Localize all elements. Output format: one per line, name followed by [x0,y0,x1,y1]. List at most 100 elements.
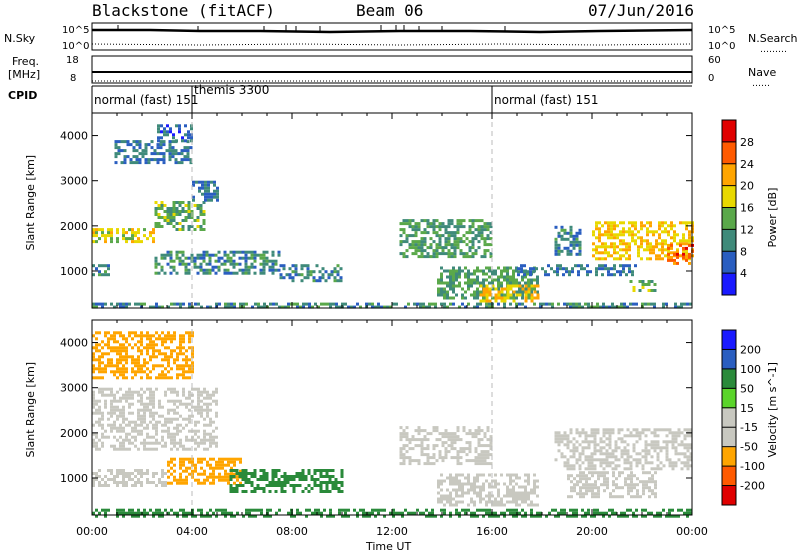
heatmap-cell [432,231,436,235]
heatmap-cell [623,461,627,465]
heatmap-cell [570,486,573,490]
heatmap-cell [583,267,586,271]
heatmap-cell [197,441,200,445]
heatmap-cell [200,399,203,403]
heatmap-cell [438,453,442,457]
heatmap-cell [686,446,690,450]
heatmap-cell [122,376,125,380]
heatmap-cell [101,387,104,391]
heatmap-cell [182,508,185,512]
heatmap-cell [593,458,597,462]
heatmap-cell [518,485,521,489]
heatmap-cell [652,248,655,252]
heatmap-cell [176,390,179,394]
heatmap-cell [131,514,134,518]
heatmap-cell [408,438,412,442]
heatmap-cell [471,255,475,259]
heatmap-cell [190,253,194,257]
heatmap-cell [176,481,179,485]
heatmap-cell [250,256,254,260]
heatmap-cell [482,290,486,294]
heatmap-cell [380,508,383,512]
heatmap-cell [235,262,239,266]
heatmap-cell [635,428,639,432]
heatmap-cell [661,248,664,252]
heatmap-cell [491,479,494,483]
heatmap-cell [312,276,316,280]
heatmap-cell [665,452,669,456]
heatmap-cell [110,426,113,430]
heatmap-cell [627,483,630,487]
heatmap-cell [197,399,200,403]
heatmap-cell [486,249,490,253]
heatmap-cell [119,429,122,433]
heatmap-cell [177,161,181,165]
heatmap-cell [527,482,530,486]
heatmap-cell [98,270,101,274]
heatmap-cell [429,432,433,436]
heatmap-cell [665,428,669,432]
heatmap-cell [618,486,621,490]
heatmap-cell [280,490,284,493]
heatmap-cell [169,216,173,219]
heatmap-cell [420,444,424,448]
heatmap-cell [665,455,669,459]
heatmap-cell [95,402,98,406]
heatmap-cell [545,302,548,306]
heatmap-cell [655,239,658,243]
heatmap-cell [101,346,104,350]
heatmap-cell [287,511,290,515]
heatmap-cell [670,255,673,259]
heatmap-cell [640,239,643,243]
heatmap-cell [631,230,634,234]
heatmap-cell [179,349,182,353]
heatmap-cell [170,302,173,306]
heatmap-cell [652,251,655,255]
heatmap-cell [152,305,155,309]
heatmap-cell [506,488,509,492]
heatmap-cell [134,373,137,377]
heatmap-cell [301,469,305,472]
heatmap-cell [420,231,424,235]
heatmap-cell [167,305,170,309]
heatmap-cell [308,305,311,309]
heatmap-cell [565,267,568,271]
heatmap-cell [152,441,155,445]
heatmap-cell [163,204,167,207]
heatmap-cell [131,367,134,371]
heatmap-cell [467,503,470,507]
heatmap-cell [506,290,510,294]
heatmap-cell [500,296,504,300]
heatmap-cell [170,390,173,394]
heatmap-cell [467,284,470,288]
heatmap-cell [456,438,460,442]
heatmap-cell [140,429,143,433]
heatmap-cell [207,183,210,187]
heatmap-cell [137,370,140,374]
heatmap-cell [170,337,173,341]
heatmap-cell [362,514,365,518]
heatmap-cell [674,514,677,518]
heatmap-cell [594,480,597,484]
heatmap-cell [635,458,639,462]
heatmap-cell [386,305,389,309]
heatmap-cell [656,464,660,468]
heatmap-cell [417,426,421,430]
heatmap-cell [408,243,412,247]
heatmap-cell [101,231,104,235]
heatmap-cell [194,438,197,442]
heatmap-cell [134,302,137,306]
heatmap-cell [182,417,185,421]
heatmap-cell [215,387,218,391]
heatmap-cell [425,514,428,518]
heatmap-cell [224,472,227,476]
heatmap-cell [455,272,458,276]
heatmap-cell [661,221,664,225]
heatmap-cell [227,302,230,306]
heatmap-cell [197,472,200,476]
heatmap-cell [131,402,134,406]
heatmap-cell [192,198,195,202]
heatmap-cell [224,302,227,306]
heatmap-cell [399,456,403,460]
heatmap-cell [512,479,515,483]
